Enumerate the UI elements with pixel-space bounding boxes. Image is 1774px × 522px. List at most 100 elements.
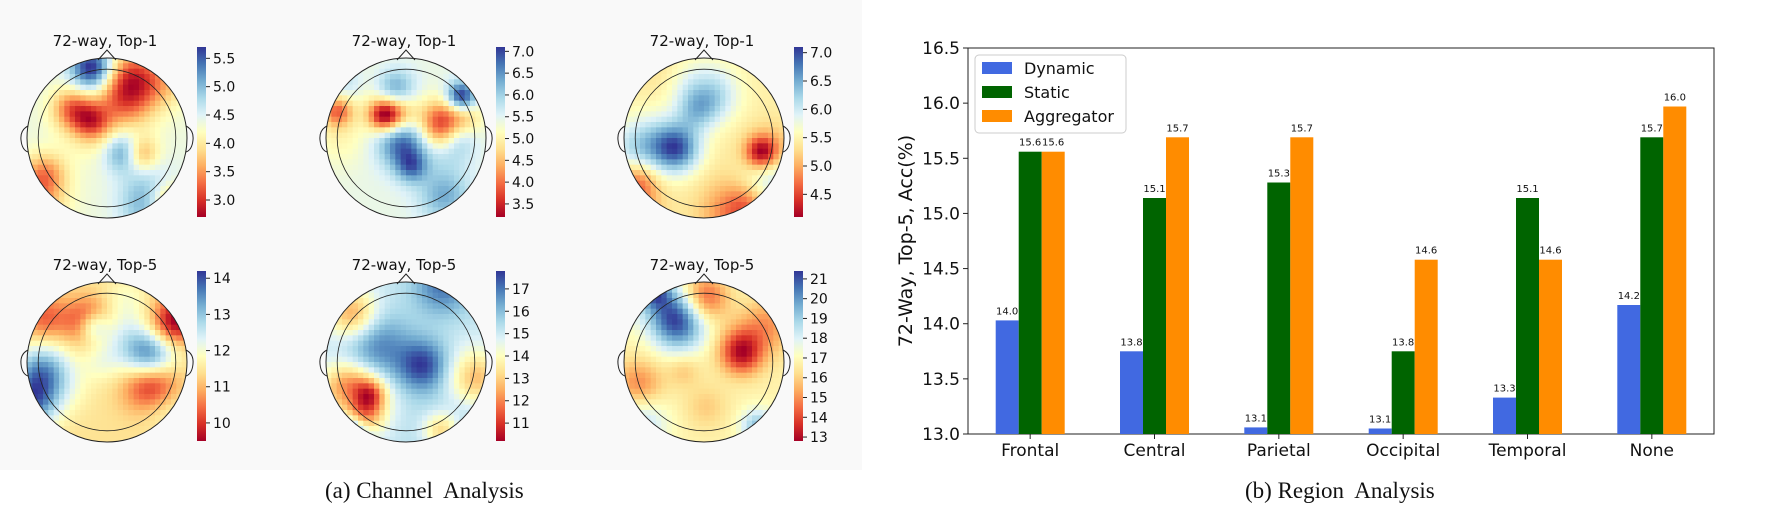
topomap-title: 72-way, Top-5 bbox=[352, 256, 457, 274]
left-ear bbox=[20, 125, 29, 153]
right-ear bbox=[185, 349, 194, 377]
bar-aggregator bbox=[1290, 137, 1314, 435]
bar-aggregator bbox=[1663, 106, 1687, 434]
nose bbox=[396, 273, 416, 285]
legend-label-aggregator: Aggregator bbox=[1024, 107, 1114, 126]
bar-data-label: 15.7 bbox=[1166, 123, 1188, 134]
bar-static bbox=[1018, 151, 1042, 434]
bar-data-label: 15.1 bbox=[1143, 184, 1165, 195]
bar-aggregator bbox=[1414, 259, 1438, 434]
head-outline bbox=[325, 57, 487, 219]
colorbar-tick-label: 4.5 bbox=[810, 187, 832, 203]
plot-frame bbox=[967, 47, 1715, 435]
bar-data-label: 14.6 bbox=[1539, 246, 1561, 257]
colorbar-tick-label: 20 bbox=[810, 292, 828, 308]
right-ear bbox=[185, 125, 194, 153]
topomap-1: 72-way, Top-1 5.5 5.0 4.5 4.0 3.5 3.0 bbox=[20, 32, 235, 219]
x-tick-label: Occipital bbox=[1366, 441, 1440, 461]
colorbar bbox=[197, 271, 206, 441]
nose bbox=[97, 273, 117, 285]
colorbar-tick-label: 5.5 bbox=[213, 51, 235, 67]
y-tick-label: 15.0 bbox=[922, 204, 960, 224]
colorbar-tick-label: 5.5 bbox=[810, 131, 832, 147]
bar-data-label: 15.6 bbox=[1019, 138, 1041, 149]
legend-swatch-aggregator bbox=[982, 110, 1012, 122]
colorbar-tick-label: 16 bbox=[512, 304, 530, 320]
bar-aggregator bbox=[1166, 137, 1189, 435]
x-tick-label: Central bbox=[1124, 441, 1186, 461]
bar-data-label: 13.3 bbox=[1493, 384, 1515, 395]
left-ear bbox=[319, 125, 328, 153]
head-outline bbox=[325, 281, 487, 443]
topomap-3: 72-way, Top-1 7.0 6.5 6.0 5.5 5.0 4.5 bbox=[617, 32, 832, 219]
colorbar-tick-label: 21 bbox=[810, 272, 828, 288]
colorbar-tick-label: 16 bbox=[810, 371, 828, 387]
colorbar bbox=[496, 47, 505, 217]
colorbar-tick-label: 3.5 bbox=[213, 165, 235, 181]
bar-data-label: 15.6 bbox=[1042, 138, 1064, 149]
colorbar-tick-label: 15 bbox=[810, 391, 828, 407]
nose bbox=[97, 49, 117, 61]
y-tick-label: 14.5 bbox=[922, 260, 960, 280]
colorbar-tick-label: 7.0 bbox=[810, 46, 832, 62]
y-tick-label: 13.5 bbox=[922, 370, 960, 390]
y-tick-label: 14.0 bbox=[922, 315, 960, 335]
bar-data-label: 15.7 bbox=[1291, 123, 1313, 134]
colorbar-tick-label: 12 bbox=[213, 344, 231, 360]
bar-data-label: 14.2 bbox=[1618, 291, 1640, 302]
bar-static bbox=[1143, 198, 1166, 434]
region-bar-chart: 13.0 13.5 14.0 14.5 15.0 15.5 16.0 16.5 72-Way, … bbox=[895, 39, 1715, 461]
scalp-outline bbox=[634, 68, 774, 208]
bar-aggregator bbox=[1041, 151, 1065, 434]
topomap-title: 72-way, Top-5 bbox=[650, 256, 755, 274]
y-tick-label: 16.0 bbox=[922, 94, 960, 114]
colorbar-tick-label: 14 bbox=[810, 410, 828, 426]
colorbar-tick-label: 6.5 bbox=[512, 66, 534, 82]
colorbar bbox=[794, 271, 803, 441]
colorbar-tick-label: 13 bbox=[512, 371, 530, 387]
scalp-outline bbox=[37, 292, 177, 432]
right-ear bbox=[782, 125, 791, 153]
scalp-outline bbox=[37, 68, 177, 208]
legend-swatch-dynamic bbox=[982, 62, 1012, 74]
y-tick-label: 16.5 bbox=[922, 39, 960, 59]
bar-dynamic bbox=[995, 320, 1019, 434]
topomap-title: 72-way, Top-1 bbox=[53, 32, 158, 50]
colorbar-tick-label: 14 bbox=[512, 349, 530, 365]
colorbar-tick-label: 15 bbox=[512, 327, 530, 343]
x-tick-label: Temporal bbox=[1488, 441, 1567, 461]
scalp-outline bbox=[634, 292, 774, 432]
colorbar-tick-label: 19 bbox=[810, 311, 828, 327]
colorbar-tick-label: 13 bbox=[213, 307, 231, 323]
y-axis-label: 72-Way, Top-5, Acc(%) bbox=[895, 135, 917, 347]
nose bbox=[396, 49, 416, 61]
right-ear bbox=[484, 125, 493, 153]
bar-dynamic bbox=[1120, 351, 1143, 434]
colorbar-tick-label: 10 bbox=[213, 416, 231, 432]
colorbar-tick-label: 11 bbox=[512, 416, 530, 432]
right-ear bbox=[782, 349, 791, 377]
x-tick-label: Frontal bbox=[1001, 441, 1059, 461]
colorbar-tick-label: 3.0 bbox=[213, 193, 235, 209]
bar-data-label: 13.8 bbox=[1120, 337, 1142, 348]
colorbar-tick-label: 5.0 bbox=[810, 159, 832, 175]
bar-data-label: 14.6 bbox=[1415, 246, 1437, 257]
head-outline bbox=[623, 281, 785, 443]
x-tick-label: Parietal bbox=[1247, 441, 1311, 461]
bar-data-label: 13.1 bbox=[1369, 414, 1391, 425]
colorbar-tick-label: 17 bbox=[810, 351, 828, 367]
topomap-2: 72-way, Top-1 7.0 6.5 6.0 5.5 5.0 4.5 4.0 3.5 bbox=[319, 32, 534, 219]
colorbar-tick-label: 6.0 bbox=[810, 102, 832, 118]
colorbar bbox=[197, 47, 206, 217]
colorbar-tick-label: 4.5 bbox=[213, 108, 235, 124]
colorbar-tick-label: 7.0 bbox=[512, 44, 534, 60]
colorbar-tick-label: 4.5 bbox=[512, 153, 534, 169]
scalp-outline bbox=[336, 292, 476, 432]
bar-dynamic bbox=[1368, 428, 1392, 434]
topomap-title: 72-way, Top-1 bbox=[352, 32, 457, 50]
colorbar bbox=[496, 271, 505, 441]
bar-data-label: 15.7 bbox=[1641, 123, 1663, 134]
colorbar-tick-label: 13 bbox=[810, 430, 828, 446]
legend-label-dynamic: Dynamic bbox=[1024, 59, 1095, 78]
colorbar-tick-label: 5.5 bbox=[512, 110, 534, 126]
